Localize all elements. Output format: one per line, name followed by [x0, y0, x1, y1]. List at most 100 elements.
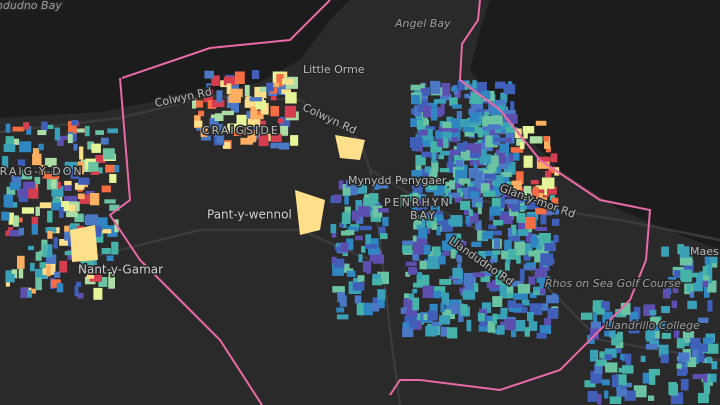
building — [702, 280, 709, 288]
building — [42, 244, 47, 258]
building — [488, 224, 497, 230]
building — [523, 155, 533, 168]
building — [465, 279, 474, 291]
building — [660, 354, 669, 364]
building — [431, 321, 442, 327]
building — [77, 161, 85, 175]
building — [680, 378, 689, 391]
building — [617, 331, 623, 342]
building — [487, 321, 496, 333]
building — [70, 225, 98, 262]
building — [482, 115, 495, 128]
place-label: Pant-y-wennol — [207, 208, 292, 222]
building — [704, 285, 710, 298]
building — [545, 171, 552, 178]
building — [39, 164, 46, 175]
building — [480, 271, 491, 283]
building — [340, 242, 349, 252]
building — [472, 272, 485, 278]
building — [466, 319, 472, 332]
building — [504, 84, 516, 95]
building — [549, 195, 555, 201]
building — [20, 287, 29, 299]
building — [705, 256, 718, 264]
building — [253, 114, 264, 120]
building — [336, 314, 349, 320]
building — [26, 126, 32, 135]
building — [344, 206, 351, 218]
building — [415, 165, 422, 175]
building — [45, 124, 54, 129]
building — [424, 166, 431, 173]
building — [357, 275, 365, 282]
building — [339, 222, 344, 228]
building — [347, 226, 359, 232]
building — [504, 199, 518, 204]
building — [453, 90, 458, 95]
place-label: Nant-y-Gamar — [78, 263, 163, 277]
building — [508, 307, 522, 312]
building — [255, 110, 264, 120]
building — [708, 373, 717, 383]
place-label: Llandudno Bay — [0, 0, 62, 12]
building — [451, 237, 460, 247]
building — [200, 135, 211, 141]
building — [429, 290, 441, 299]
building — [496, 325, 505, 335]
building — [584, 380, 596, 388]
building — [645, 329, 656, 340]
building — [609, 396, 622, 404]
building — [633, 385, 647, 398]
building — [47, 210, 53, 223]
building — [417, 99, 429, 113]
building — [703, 373, 708, 387]
building — [440, 83, 451, 96]
building — [77, 193, 85, 200]
building — [41, 121, 48, 132]
building — [674, 329, 680, 338]
building — [429, 303, 438, 313]
building — [532, 186, 539, 197]
building — [515, 250, 525, 256]
building — [516, 212, 526, 223]
building — [595, 359, 607, 367]
building — [234, 71, 245, 84]
building — [9, 230, 22, 237]
building — [295, 190, 325, 235]
building — [510, 147, 524, 153]
building — [671, 300, 677, 309]
building — [284, 105, 297, 118]
building — [32, 153, 42, 166]
building — [446, 327, 458, 339]
building — [492, 250, 501, 255]
building — [703, 382, 711, 394]
building — [416, 235, 428, 245]
building — [365, 234, 372, 247]
building — [642, 372, 650, 384]
building — [487, 124, 501, 130]
building — [605, 318, 615, 332]
building — [478, 313, 485, 322]
building — [539, 325, 551, 334]
place-label: PENRHYN — [384, 196, 451, 209]
building — [445, 233, 456, 246]
building — [471, 241, 482, 247]
building — [479, 316, 487, 327]
building — [704, 256, 710, 265]
building — [51, 201, 62, 211]
building — [622, 365, 634, 374]
building — [698, 350, 705, 363]
building — [615, 309, 627, 318]
building — [402, 245, 413, 253]
place-label: Little Orme — [303, 63, 365, 76]
building — [697, 392, 709, 404]
building — [464, 208, 472, 216]
building — [460, 150, 472, 161]
building — [413, 192, 419, 203]
building — [411, 170, 421, 181]
building — [276, 73, 284, 87]
building — [408, 266, 417, 275]
building — [512, 280, 524, 287]
building — [676, 338, 685, 349]
